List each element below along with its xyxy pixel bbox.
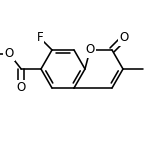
Text: F: F — [37, 31, 43, 44]
Text: O: O — [17, 81, 26, 94]
Text: O: O — [119, 31, 129, 44]
Text: O: O — [4, 47, 14, 60]
Text: O: O — [85, 43, 95, 56]
